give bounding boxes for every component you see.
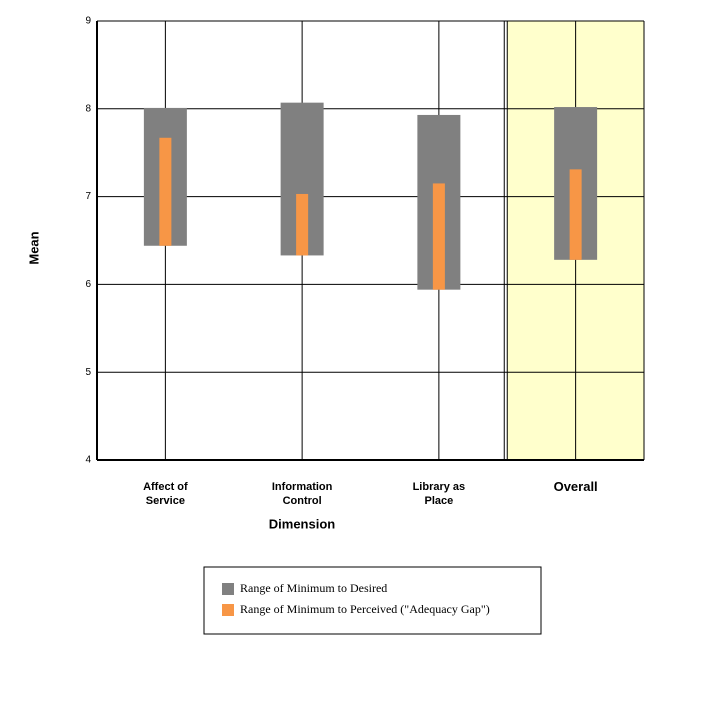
x-tick-label: Affect of Service [143, 481, 188, 507]
x-tick-label-box: Overall [553, 480, 598, 494]
y-tick-label: 6 [85, 279, 91, 290]
legend-label: Range of Minimum to Perceived ("Adequacy… [240, 602, 490, 616]
range-bar [432, 183, 445, 290]
range-bar [159, 137, 172, 246]
x-tick-label: Overall [553, 480, 598, 494]
x-axis-label: Dimension [269, 516, 336, 531]
y-tick-label: 9 [85, 16, 91, 27]
y-tick-label: 7 [85, 191, 91, 202]
y-tick-label: 8 [85, 103, 91, 114]
y-axis-label: Mean [26, 231, 41, 264]
legend-label: Range of Minimum to Desired [240, 581, 387, 595]
legend-box [203, 566, 542, 635]
legend-swatch [222, 604, 234, 616]
x-tick-label: Information Control [271, 481, 333, 507]
range-bar [296, 193, 309, 256]
legend-swatch [222, 583, 234, 595]
y-tick-label: 5 [85, 367, 91, 378]
x-tick-label: Library as Place [412, 481, 466, 507]
range-bar [569, 169, 582, 260]
x-tick-label-box: Information Control [271, 481, 333, 507]
y-tick-label: 4 [85, 455, 91, 466]
x-tick-label-box: Affect of Service [143, 481, 188, 507]
x-tick-label-box: Library as Place [412, 481, 466, 507]
